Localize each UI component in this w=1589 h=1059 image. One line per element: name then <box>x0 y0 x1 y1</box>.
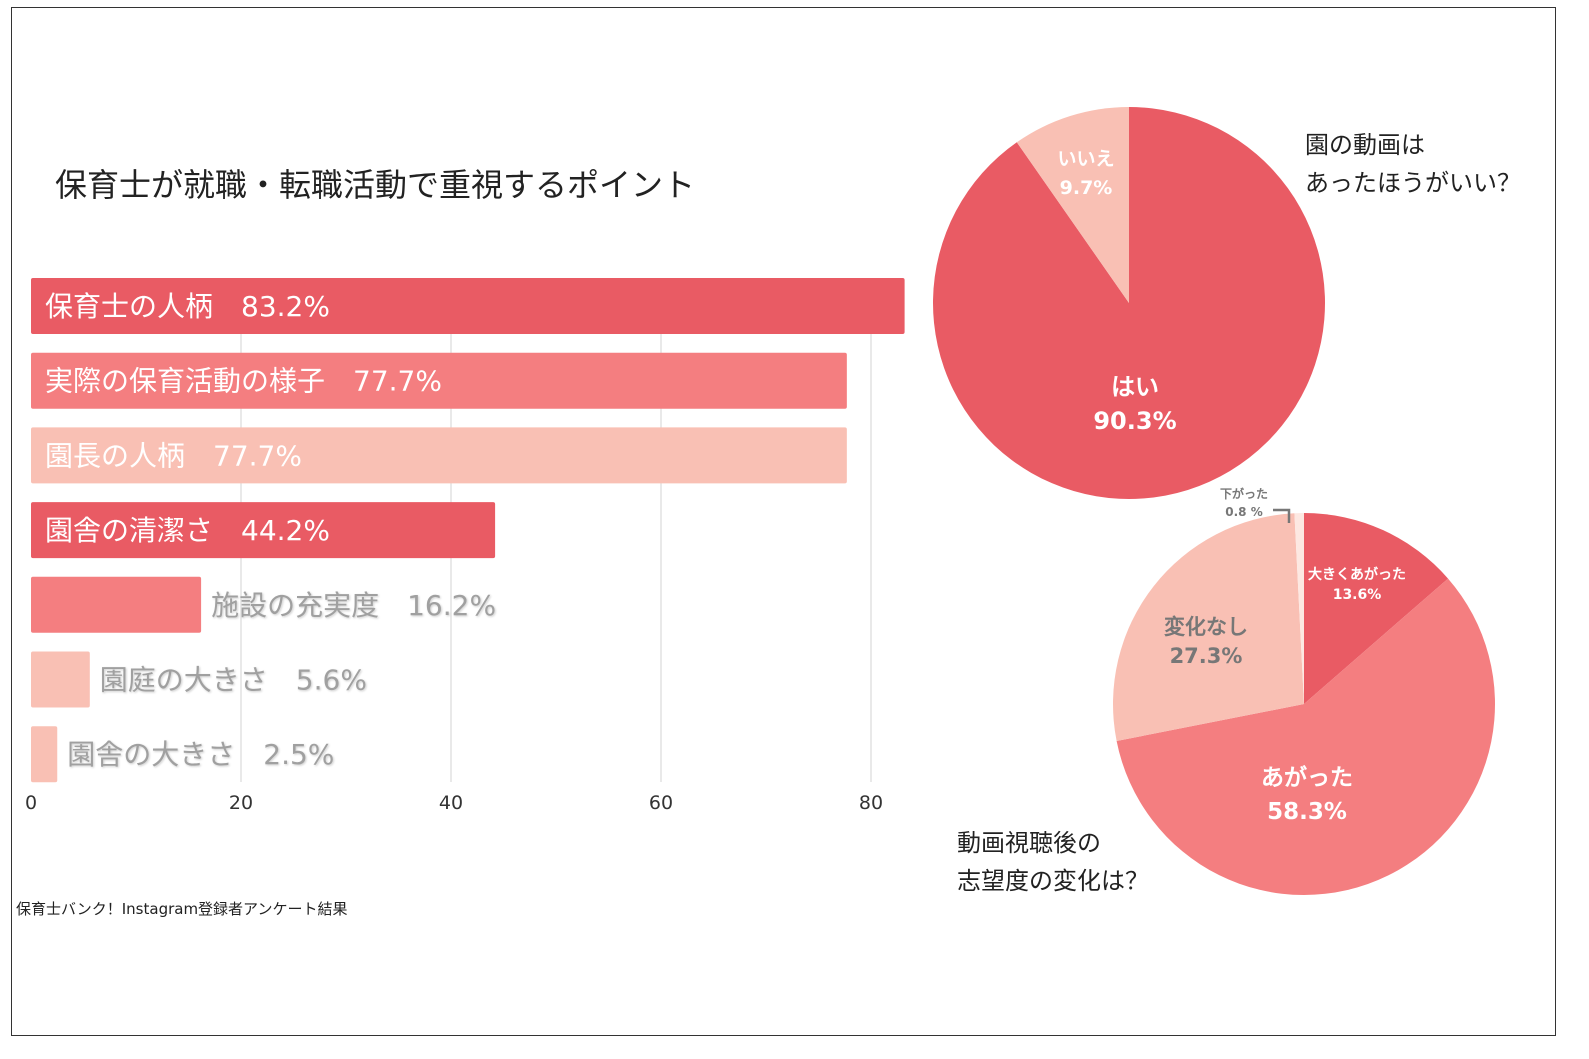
source-note: 保育士バンク！Instagram登録者アンケート結果 <box>16 900 348 918</box>
pie-slice-label: はい <box>1111 373 1159 401</box>
bar-label: 実際の保育活動の様子 77.7% <box>45 365 442 398</box>
x-tick-label: 0 <box>25 792 37 814</box>
pie-slice-label: あがった <box>1261 764 1353 791</box>
pie-slice-label: 変化なし <box>1164 615 1248 639</box>
pie-slice <box>1016 107 1129 303</box>
pie-slice-value: 90.3% <box>1093 407 1176 435</box>
callout-line <box>1273 508 1291 523</box>
pie-slice <box>1113 513 1304 741</box>
bar-chart-title: 保育士が就職・転職活動で重視するポイント <box>55 166 696 204</box>
bar <box>31 427 847 484</box>
pie-slice-value: 27.3% <box>1170 644 1243 668</box>
bar-label: 保育士の人柄 83.2% <box>45 290 330 323</box>
pie-slice-value: 0.8 % <box>1225 505 1262 519</box>
bar <box>31 651 90 708</box>
bar <box>31 502 496 559</box>
chart-frame <box>11 7 1556 1036</box>
bar-label: 施設の充実度 16.2% <box>211 589 496 622</box>
bar-label: 園庭の大きさ 5.6% <box>100 664 367 697</box>
bar <box>31 576 202 633</box>
pie-slice-value: 13.6% <box>1333 587 1382 603</box>
bar-label: 園舎の大きさ 2.5% <box>67 738 334 771</box>
pie-slice-label: 大きくあがった <box>1308 566 1406 583</box>
bar <box>31 726 58 783</box>
x-tick-label: 80 <box>859 792 883 814</box>
bar-label: 園舎の清潔さ 44.2% <box>45 514 330 547</box>
x-tick-label: 40 <box>439 792 463 814</box>
pie-slice-label: 下がった <box>1220 486 1268 501</box>
bar-label: 園長の人柄 77.7% <box>45 439 302 472</box>
pie-slice-label: いいえ <box>1057 148 1114 170</box>
pie-slice <box>1294 513 1304 704</box>
pie-slice <box>1116 578 1495 895</box>
pie-slice-value: 9.7% <box>1060 177 1113 199</box>
pie-slice-value: 58.3% <box>1267 799 1347 825</box>
bar <box>31 352 847 409</box>
x-tick-label: 60 <box>649 792 673 814</box>
pie2-title: 動画視聴後の 志望度の変化は？ <box>957 829 1149 895</box>
x-tick-label: 20 <box>229 792 253 814</box>
pie1-title: 園の動画は あったほうがいい？ <box>1305 131 1521 197</box>
bar <box>31 278 905 334</box>
pie-slice <box>1304 513 1449 704</box>
